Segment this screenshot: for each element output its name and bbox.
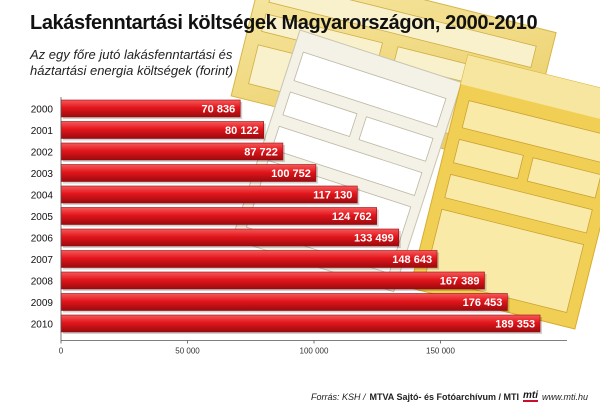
source-label: Forrás: KSH / xyxy=(310,391,366,402)
value-label: 189 353 xyxy=(495,319,535,331)
value-label: 124 762 xyxy=(332,211,372,223)
website-link[interactable]: www.mti.hu xyxy=(541,391,588,402)
subtitle-line-1: Az egy főre jutó lakásfenntartási és xyxy=(30,47,233,62)
value-label: 80 122 xyxy=(225,125,259,137)
agency-credit: MTVA Sajtó- és Fotóarchívum / MTI xyxy=(369,391,519,402)
year-label: 2010 xyxy=(31,320,54,331)
bar xyxy=(60,207,377,225)
x-tick-label: 0 xyxy=(59,347,64,356)
value-label: 87 722 xyxy=(244,147,278,159)
year-label: 2004 xyxy=(31,191,54,202)
x-axis: 0 50 000 100 000 150 000 xyxy=(59,97,567,356)
bar xyxy=(60,271,485,290)
value-label: 133 499 xyxy=(354,233,394,245)
year-label: 2002 xyxy=(31,148,54,159)
year-label: 2001 xyxy=(31,126,54,137)
value-label: 167 389 xyxy=(440,276,480,288)
bar xyxy=(60,228,400,247)
source-footer: Forrás: KSH / MTVA Sajtó- és Fotóarchívu… xyxy=(311,391,588,402)
year-label: 2008 xyxy=(31,277,54,288)
subtitle-line-2: háztartási energia költségek (forint) xyxy=(30,63,234,78)
value-label: 148 643 xyxy=(392,254,432,266)
x-tick-label: 50 000 xyxy=(175,347,200,356)
x-tick-label: 100 000 xyxy=(300,347,329,356)
value-label: 117 130 xyxy=(313,190,352,202)
mti-logo: mti xyxy=(522,390,538,402)
year-label: 2006 xyxy=(31,234,54,245)
value-label: 70 836 xyxy=(202,104,236,116)
year-label: 2007 xyxy=(31,255,54,266)
bars-group: 2000 70 836 2001 80 122 2002 87 722 2003 100 75… xyxy=(31,99,543,334)
value-label: 176 453 xyxy=(463,297,503,309)
year-label: 2003 xyxy=(31,169,54,180)
value-label: 100 752 xyxy=(271,168,311,180)
year-label: 2009 xyxy=(31,298,54,309)
year-label: 2005 xyxy=(31,212,54,223)
bar xyxy=(60,250,438,268)
bill-illustration xyxy=(230,0,600,330)
bar xyxy=(60,293,508,311)
chart-subtitle: Az egy főre jutó lakásfenntartási és ház… xyxy=(30,47,233,79)
chart-title: Lakásfenntartási költségek Magyarországo… xyxy=(30,12,538,34)
year-label: 2000 xyxy=(31,105,54,116)
bar xyxy=(60,314,541,333)
x-tick-label: 150 000 xyxy=(426,347,455,356)
